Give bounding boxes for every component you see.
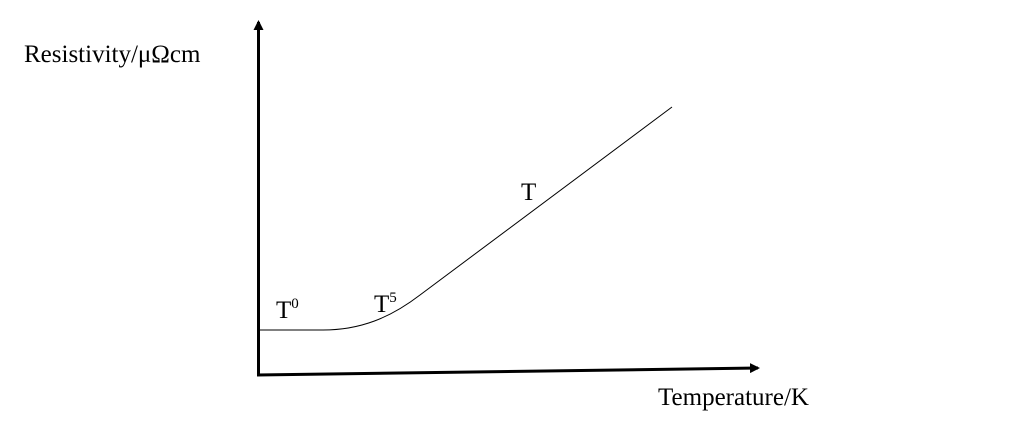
regime-base: T xyxy=(276,297,291,324)
x-axis-label: Temperature/K xyxy=(658,384,809,411)
regime-label: T5 xyxy=(374,290,397,318)
resistivity-curve xyxy=(258,106,673,331)
regime-label: T xyxy=(521,179,536,206)
regime-exponent: 5 xyxy=(389,290,397,306)
y-axis-label: Resistivity/μΩcm xyxy=(24,41,201,68)
regime-label: T0 xyxy=(276,296,299,324)
regime-exponent: 0 xyxy=(291,296,299,312)
x-axis xyxy=(256,363,760,377)
regime-base: T xyxy=(374,291,389,318)
